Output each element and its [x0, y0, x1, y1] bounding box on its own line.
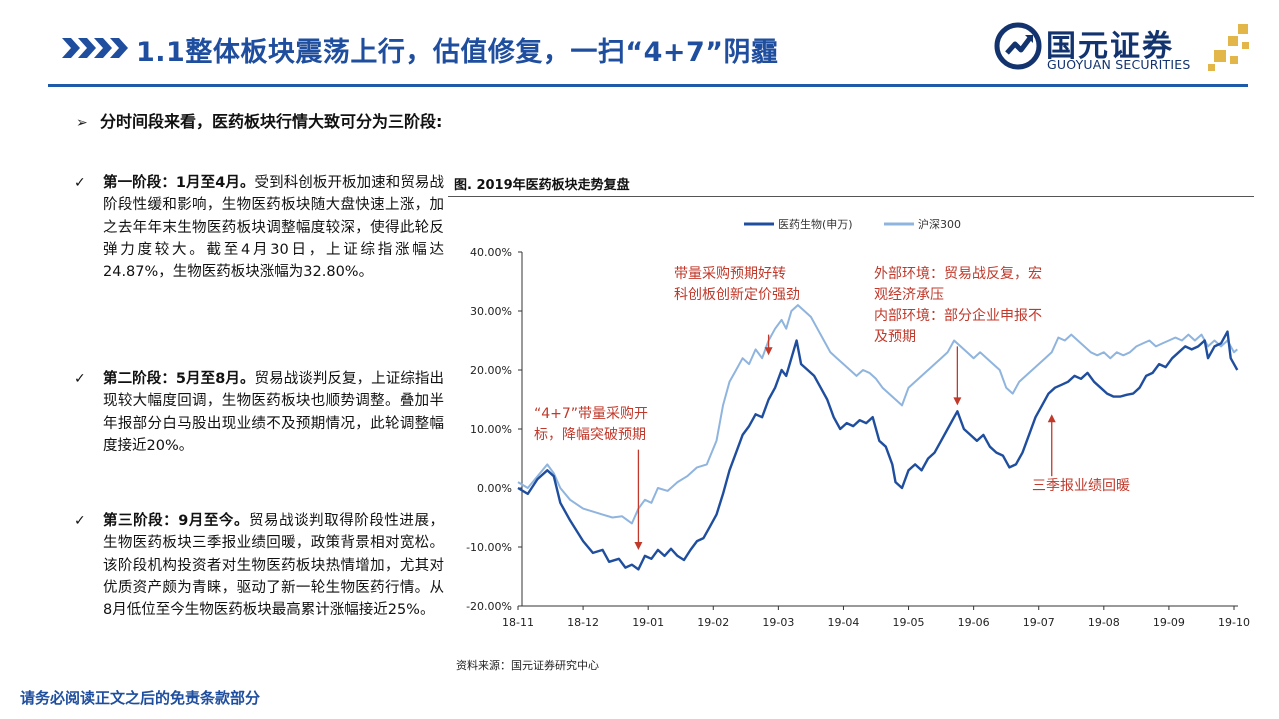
guoyuan-logo-icon [994, 22, 1042, 70]
page-header: 1.1整体板块震荡上行，估值修复，一扫“4+7”阴霾 国元证券 GUOYUAN … [0, 0, 1279, 90]
stage-text: 贸易战谈判反复，上证综指出现较大幅度回调，生物医药板块也顺势调整。叠加半年报部分… [103, 371, 444, 454]
y-tick-label: 30.00% [470, 305, 512, 318]
footer-disclaimer: 请务必阅读正文之后的免责条款部分 [20, 689, 261, 707]
logo-name-cn: 国元证券 [1046, 29, 1174, 64]
logo-name-en: GUOYUAN SECURITIES [1047, 57, 1191, 72]
x-tick-label: 19-09 [1153, 616, 1185, 629]
chevron-arrows-icon [62, 38, 128, 58]
stage-lead: 第三阶段：9月至今。 [103, 513, 250, 529]
x-tick-label: 19-07 [1023, 616, 1055, 629]
x-tick-label: 19-03 [762, 616, 794, 629]
annotation-line: 三季报业绩回暖 [1032, 478, 1130, 494]
legend-label-0: 医药生物(申万) [778, 217, 853, 231]
intro-bullet: ➢ 分时间段来看，医药板块行情大致可分为三阶段: [76, 108, 442, 132]
legend-label-1: 沪深300 [918, 217, 961, 231]
x-tick-label: 19-01 [632, 616, 664, 629]
x-tick-label: 18-12 [567, 616, 599, 629]
stage-3-bullet: ✓ 第三阶段：9月至今。贸易战谈判取得阶段性进展，生物医药板块三季报业绩回暖，政… [74, 510, 444, 621]
checkmark-icon: ✓ [74, 371, 86, 387]
y-tick-label: 40.00% [470, 246, 512, 259]
y-tick-label: 0.00% [477, 482, 512, 495]
y-tick-label: 20.00% [470, 364, 512, 377]
figure-divider [448, 196, 1254, 197]
series-line-1 [517, 304, 1238, 525]
chart-axes: -20.00% -10.00% 0.00% 10.00% 20.00% 30.00% 40.… [466, 246, 1250, 629]
figure-title: 图. 2019年医药板块走势复盘 [454, 178, 630, 193]
chart-annotations: “4+7”带量采购开标，降幅突破预期 带量采购预期好转科创板创新定价强劲 外部环境：… [534, 265, 1130, 550]
annotation-line: 及预期 [874, 329, 916, 345]
stage-text: 贸易战谈判取得阶段性进展，生物医药板块三季报业绩回暖，政策背景相对宽松。该阶段机… [103, 513, 445, 619]
trend-chart: -20.00% -10.00% 0.00% 10.00% 20.00% 30.00% 40.… [466, 217, 1250, 629]
company-logo: 国元证券 GUOYUAN SECURITIES [994, 20, 1254, 76]
y-tick-label: -20.00% [466, 600, 512, 613]
annotation-text-0: “4+7”带量采购开标，降幅突破预期 [534, 406, 648, 443]
x-tick-label: 19-05 [893, 616, 925, 629]
annotation-arrowhead-0 [634, 541, 643, 550]
page-title: 1.1整体板块震荡上行，估值修复，一扫“4+7”阴霾 [136, 37, 779, 68]
stage-lead: 第一阶段：1月至4月。 [103, 175, 255, 191]
x-tick-label: 19-08 [1088, 616, 1120, 629]
annotation-line: 内部环境：部分企业申报不 [874, 307, 1042, 324]
x-tick-label: 19-04 [827, 616, 859, 629]
chart-series [517, 304, 1239, 571]
title-divider [48, 84, 1248, 87]
figure-source: 资料来源：国元证券研究中心 [456, 659, 599, 672]
stage-2-bullet: ✓ 第二阶段：5月至8月。贸易战谈判反复，上证综指出现较大幅度回调，生物医药板块… [74, 368, 444, 457]
series-line-0 [517, 330, 1239, 571]
y-tick-label: -10.00% [466, 541, 512, 554]
arrow-bullet-icon: ➢ [76, 115, 88, 131]
x-tick-label: 19-06 [958, 616, 990, 629]
annotation-line: 标，降幅突破预期 [534, 427, 646, 443]
stage-lead: 第二阶段：5月至8月。 [103, 371, 255, 387]
checkmark-icon: ✓ [74, 513, 86, 529]
intro-text: 分时间段来看，医药板块行情大致可分为三阶段: [100, 112, 443, 131]
checkmark-icon: ✓ [74, 175, 86, 191]
annotation-arrowhead-3 [1047, 414, 1056, 423]
annotation-text-3: 三季报业绩回暖 [1032, 478, 1130, 494]
annotation-line: 外部环境：贸易战反复，宏 [874, 265, 1042, 282]
x-tick-label: 19-02 [697, 616, 729, 629]
x-tick-label: 18-11 [502, 616, 534, 629]
annotation-arrowhead-2 [953, 397, 962, 406]
stage-1-bullet: ✓ 第一阶段：1月至4月。受到科创板开板加速和贸易战阶段性缓和影响，生物医药板块… [74, 172, 444, 283]
annotation-line: “4+7”带量采购开 [534, 406, 648, 422]
stage-text: 受到科创板开板加速和贸易战阶段性缓和影响，生物医药板块随大盘快速上涨，加之去年年… [103, 175, 444, 281]
annotation-text-1: 带量采购预期好转科创板创新定价强劲 [674, 266, 800, 303]
annotation-text-2: 外部环境：贸易战反复，宏观经济承压内部环境：部分企业申报不及预期 [874, 265, 1042, 345]
x-tick-label: 19-10 [1218, 616, 1250, 629]
annotation-line: 科创板创新定价强劲 [674, 287, 800, 303]
annotation-line: 观经济承压 [874, 287, 944, 303]
annotation-line: 带量采购预期好转 [674, 266, 786, 282]
gold-squares-icon [1208, 24, 1249, 71]
annotation-arrowhead-1 [764, 347, 773, 356]
y-tick-label: 10.00% [470, 423, 512, 436]
chart-legend: 医药生物(申万) 沪深300 [744, 217, 961, 231]
